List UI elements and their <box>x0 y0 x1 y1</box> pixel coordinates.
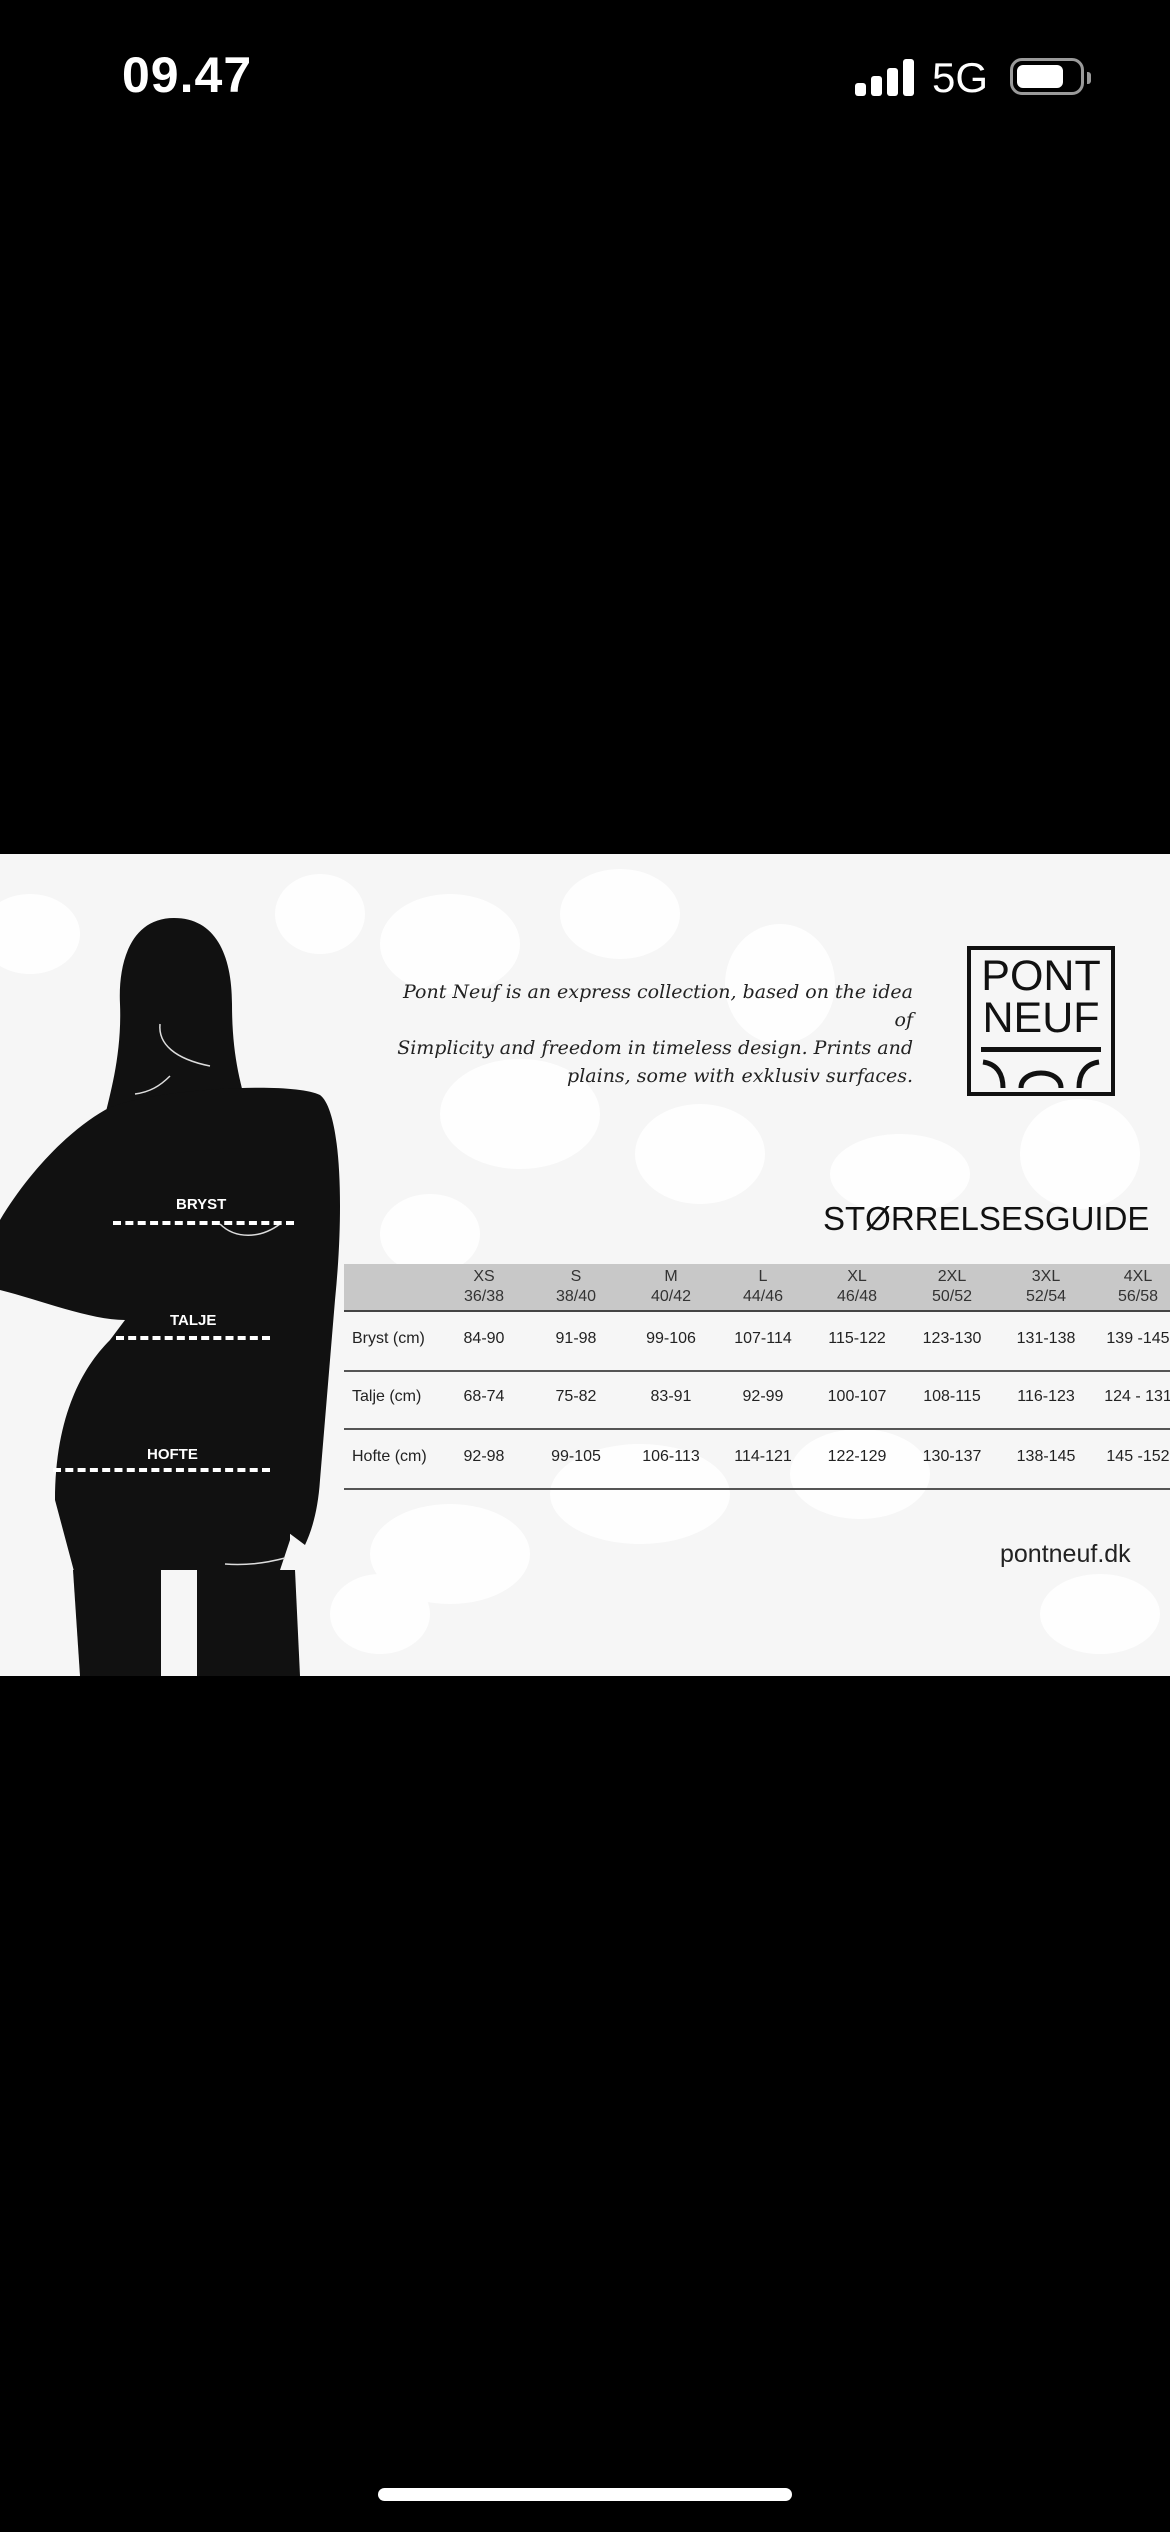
table-row: Talje (cm) 68-74 75-82 83-91 92-99 100-107 108… <box>344 1370 1170 1430</box>
brand-tagline: Pont Neuf is an express collection, base… <box>393 978 913 1090</box>
table-cell: 139 -145 <box>1106 1330 1170 1347</box>
table-cell: 92-99 <box>742 1388 784 1405</box>
column-header: 4XL 56/58 <box>1117 1268 1159 1305</box>
table-cell: 68-74 <box>463 1388 505 1405</box>
background-pattern <box>0 869 1160 1654</box>
bust-line <box>113 1221 294 1225</box>
status-time: 09.47 <box>122 47 253 103</box>
status-bar: 09.47 5G <box>0 0 1170 150</box>
network-type: 5G <box>932 54 989 101</box>
column-header: S 38/40 <box>555 1268 597 1305</box>
body-silhouette <box>0 918 340 1676</box>
table-cell: 123-130 <box>922 1330 982 1347</box>
column-header: M 40/42 <box>650 1268 692 1305</box>
table-row: Hofte (cm) 92-98 99-105 106-113 114-121 122-1… <box>344 1430 1170 1490</box>
table-cell: 75-82 <box>555 1388 597 1405</box>
table-cell: 108-115 <box>923 1388 981 1405</box>
table-cell: 91-98 <box>555 1330 597 1347</box>
table-cell: 130-137 <box>922 1448 982 1465</box>
table-cell: 106-113 <box>642 1448 700 1465</box>
hip-label: HOFTE <box>147 1446 198 1463</box>
table-header: XS 36/38 S 38/40 M 40/42 L 44/46 XL 46/48 2XL… <box>344 1264 1170 1312</box>
tagline-line: plains, some with exklusiv surfaces. <box>567 1065 913 1087</box>
table-cell: 83-91 <box>650 1388 692 1405</box>
table-cell: 138-145 <box>1016 1448 1076 1465</box>
table-cell: 100-107 <box>827 1388 887 1405</box>
table-row: Bryst (cm) 84-90 91-98 99-106 107-114 115-122… <box>344 1312 1170 1372</box>
table-cell: 114-121 <box>734 1448 792 1465</box>
column-header: L 44/46 <box>742 1268 784 1305</box>
column-header: XL 46/48 <box>836 1268 878 1305</box>
bust-label: BRYST <box>176 1196 227 1213</box>
table-cell: 115-122 <box>828 1330 886 1347</box>
logo-text: NEUF <box>982 994 1100 1042</box>
table-cell: 107-114 <box>734 1330 792 1347</box>
waist-line <box>116 1336 270 1340</box>
tagline-line: Pont Neuf is an express collection, base… <box>403 981 913 1031</box>
tagline-line: Simplicity and freedom in timeless desig… <box>397 1037 913 1059</box>
website-link: pontneuf.dk <box>1000 1540 1131 1568</box>
row-label: Bryst (cm) <box>352 1330 425 1347</box>
logo-text: PONT <box>981 952 1101 1000</box>
column-header: XS 36/38 <box>463 1268 505 1305</box>
bridge-icon <box>981 1047 1101 1089</box>
column-header: 2XL 50/52 <box>931 1268 973 1305</box>
table-cell: 124 - 131 <box>1104 1388 1170 1405</box>
table-cell: 122-129 <box>827 1448 887 1465</box>
table-cell: 116-123 <box>1017 1388 1075 1405</box>
battery-icon <box>1010 58 1091 95</box>
table-cell: 145 -152 <box>1106 1448 1170 1465</box>
table-cell: 99-105 <box>551 1448 601 1465</box>
home-indicator[interactable] <box>378 2488 792 2501</box>
signal-icon <box>855 58 915 96</box>
pont-neuf-logo: PONT NEUF <box>967 946 1115 1096</box>
hip-line <box>53 1468 270 1472</box>
column-header: 3XL 52/54 <box>1025 1268 1067 1305</box>
size-guide-title: STØRRELSESGUIDE <box>823 1200 1150 1237</box>
row-label: Hofte (cm) <box>352 1448 427 1465</box>
waist-label: TALJE <box>170 1312 217 1329</box>
table-cell: 131-138 <box>1016 1330 1076 1347</box>
table-cell: 99-106 <box>646 1330 696 1347</box>
size-guide-image: BRYST TALJE HOFTE Pont Neuf is an expres… <box>0 854 1170 1676</box>
table-cell: 92-98 <box>463 1448 505 1465</box>
table-cell: 84-90 <box>463 1330 505 1347</box>
row-label: Talje (cm) <box>352 1388 422 1405</box>
